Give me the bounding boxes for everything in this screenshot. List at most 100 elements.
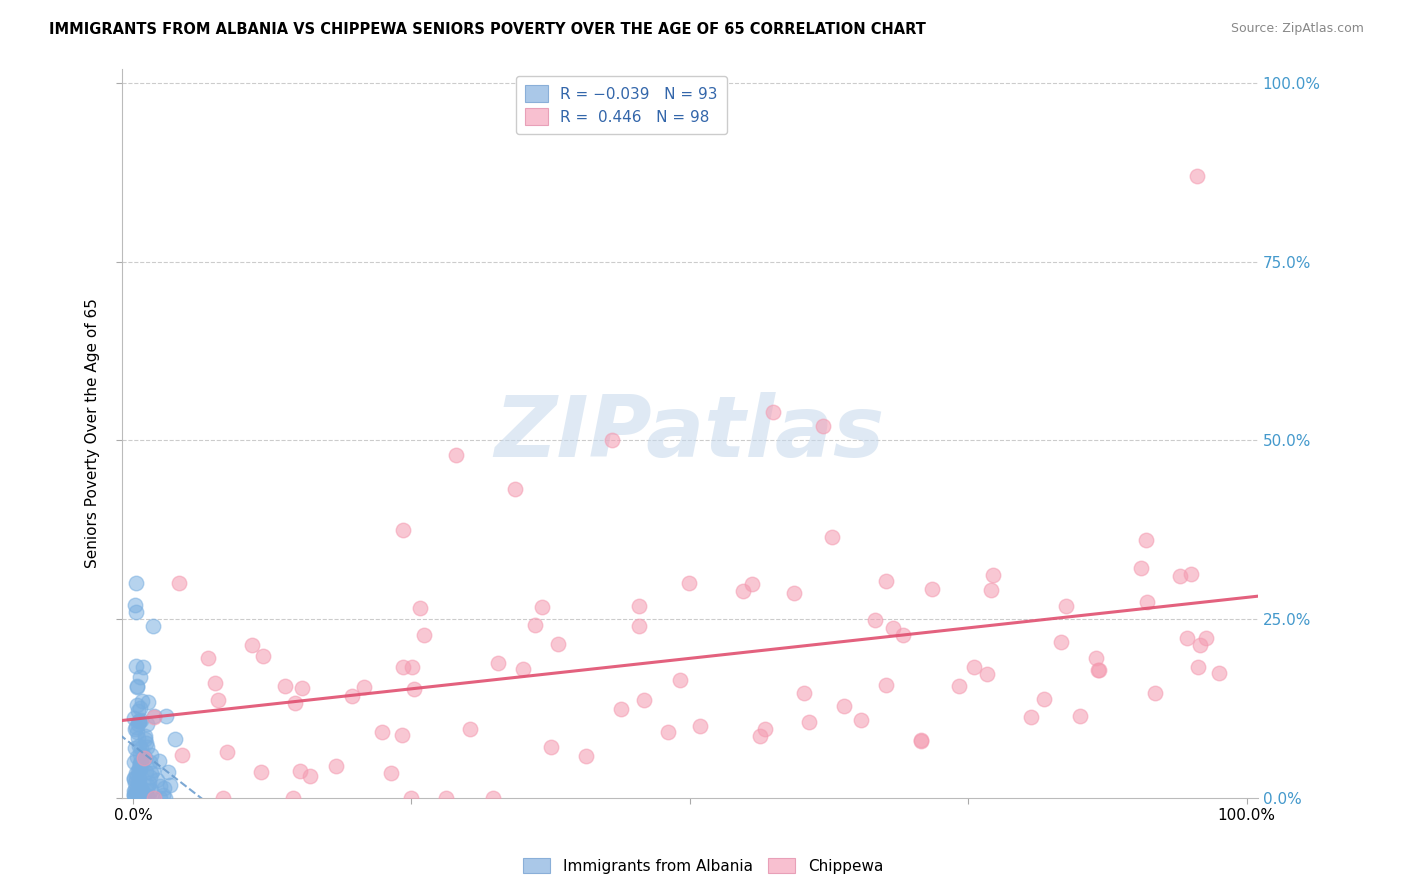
Point	[129, 789, 152, 804]
Point	[128, 756, 150, 771]
Point	[124, 720, 146, 734]
Point	[793, 685, 815, 699]
Point	[128, 739, 150, 754]
Point	[127, 731, 149, 745]
Point	[138, 770, 160, 784]
Text: IMMIGRANTS FROM ALBANIA VS CHIPPEWA SENIORS POVERTY OVER THE AGE OF 65 CORRELATI: IMMIGRANTS FROM ALBANIA VS CHIPPEWA SENI…	[49, 22, 927, 37]
Point	[125, 680, 148, 694]
Point	[129, 784, 152, 798]
Point	[797, 714, 820, 729]
Point	[129, 670, 152, 684]
Point	[142, 709, 165, 723]
Point	[678, 576, 700, 591]
Point	[1208, 666, 1230, 681]
Point	[325, 758, 347, 772]
Point	[875, 574, 897, 588]
Point	[125, 749, 148, 764]
Point	[849, 713, 872, 727]
Point	[1054, 599, 1077, 613]
Point	[197, 650, 219, 665]
Point	[627, 599, 650, 614]
Point	[146, 773, 169, 788]
Point	[731, 584, 754, 599]
Point	[610, 702, 633, 716]
Point	[134, 729, 156, 743]
Point	[436, 791, 458, 805]
Point	[412, 628, 434, 642]
Point	[127, 704, 149, 718]
Point	[392, 660, 415, 674]
Point	[963, 660, 986, 674]
Point	[391, 728, 413, 742]
Legend: R = −0.039   N = 93, R =  0.446   N = 98: R = −0.039 N = 93, R = 0.446 N = 98	[516, 76, 727, 134]
Point	[1187, 660, 1209, 674]
Point	[124, 776, 146, 790]
Point	[290, 764, 312, 778]
Point	[125, 658, 148, 673]
Point	[547, 637, 569, 651]
Point	[980, 582, 1002, 597]
Point	[402, 682, 425, 697]
Point	[252, 648, 274, 663]
Point	[910, 732, 932, 747]
Point	[129, 741, 152, 756]
Point	[1019, 709, 1042, 723]
Point	[948, 680, 970, 694]
Y-axis label: Seniors Poverty Over the Age of 65: Seniors Poverty Over the Age of 65	[86, 298, 100, 568]
Point	[129, 781, 152, 796]
Point	[342, 689, 364, 703]
Point	[128, 747, 150, 762]
Point	[122, 788, 145, 802]
Point	[1185, 169, 1208, 183]
Point	[149, 790, 172, 805]
Point	[136, 740, 159, 755]
Point	[131, 694, 153, 708]
Point	[298, 769, 321, 783]
Point	[155, 790, 177, 805]
Point	[128, 775, 150, 789]
Point	[783, 586, 806, 600]
Point	[153, 781, 176, 796]
Point	[159, 778, 181, 792]
Point	[143, 791, 166, 805]
Point	[138, 756, 160, 770]
Point	[129, 756, 152, 770]
Point	[136, 789, 159, 804]
Point	[128, 782, 150, 797]
Point	[131, 783, 153, 797]
Point	[657, 725, 679, 739]
Point	[981, 567, 1004, 582]
Point	[531, 600, 554, 615]
Point	[458, 722, 481, 736]
Point	[284, 696, 307, 710]
Point	[127, 789, 149, 804]
Point	[128, 762, 150, 776]
Point	[122, 788, 145, 802]
Point	[444, 448, 467, 462]
Point	[139, 748, 162, 763]
Point	[882, 621, 904, 635]
Point	[165, 732, 187, 747]
Point	[976, 667, 998, 681]
Point	[143, 708, 166, 723]
Point	[142, 619, 165, 633]
Point	[741, 576, 763, 591]
Text: Source: ZipAtlas.com: Source: ZipAtlas.com	[1230, 22, 1364, 36]
Point	[215, 745, 238, 759]
Point	[1088, 663, 1111, 677]
Point	[748, 729, 770, 743]
Point	[600, 434, 623, 448]
Point	[134, 789, 156, 803]
Point	[249, 765, 271, 780]
Point	[627, 619, 650, 633]
Point	[212, 791, 235, 805]
Legend: Immigrants from Albania, Chippewa: Immigrants from Albania, Chippewa	[517, 852, 889, 880]
Point	[136, 717, 159, 731]
Point	[122, 783, 145, 797]
Point	[142, 763, 165, 777]
Point	[207, 693, 229, 707]
Point	[135, 784, 157, 798]
Point	[124, 723, 146, 737]
Point	[371, 725, 394, 739]
Point	[505, 482, 527, 496]
